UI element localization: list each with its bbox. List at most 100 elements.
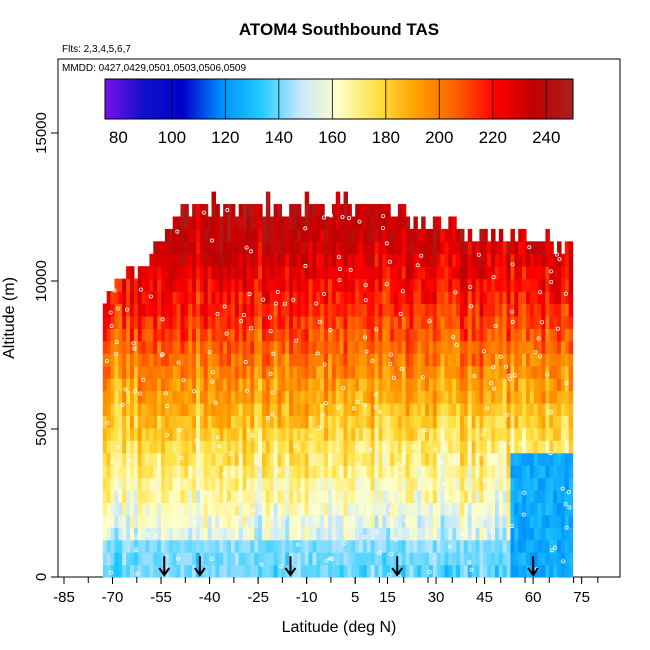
- heatmap-cell: [296, 552, 302, 566]
- heatmap-cell: [359, 228, 364, 242]
- heatmap-cell: [300, 402, 306, 416]
- heatmap-cell: [568, 477, 574, 491]
- heatmap-cell: [510, 552, 515, 566]
- heatmap-cell: [529, 328, 535, 342]
- heatmap-cell: [296, 241, 302, 255]
- observation-point: [163, 391, 168, 396]
- heatmap-cell: [164, 253, 170, 267]
- heatmap-cell: [296, 427, 302, 441]
- heatmap-cell: [304, 390, 310, 404]
- heatmap-cell: [394, 278, 399, 292]
- heatmap-cell: [545, 452, 550, 466]
- heatmap-cell: [254, 303, 259, 317]
- heatmap-cell: [479, 452, 484, 466]
- observation-point: [392, 375, 397, 380]
- heatmap-cell: [215, 291, 220, 305]
- heatmap-cell: [553, 266, 558, 280]
- heatmap-cell: [549, 477, 554, 491]
- heatmap-cell: [199, 440, 205, 454]
- heatmap-cell: [126, 291, 131, 305]
- heatmap-cell: [351, 303, 356, 317]
- heatmap-cell: [207, 502, 213, 516]
- heatmap-cell: [417, 502, 422, 516]
- heatmap-cell: [230, 340, 236, 354]
- heatmap-cell: [102, 415, 108, 429]
- heatmap-cell: [401, 216, 407, 230]
- heatmap-cell: [281, 440, 286, 454]
- heatmap-cell: [172, 402, 178, 416]
- heatmap-cell: [394, 291, 399, 305]
- heatmap-cell: [568, 390, 574, 404]
- heatmap-cell: [293, 204, 298, 218]
- heatmap-cell: [444, 415, 449, 429]
- heatmap-cell: [394, 315, 399, 329]
- heatmap-cell: [483, 378, 488, 392]
- heatmap-cell: [522, 564, 527, 578]
- heatmap-cell: [409, 266, 415, 280]
- heatmap-cell: [506, 552, 512, 566]
- heatmap-cell: [304, 502, 310, 516]
- heatmap-cell: [487, 390, 492, 404]
- heatmap-cell: [545, 353, 550, 367]
- heatmap-cell: [328, 489, 333, 504]
- heatmap-cell: [176, 502, 182, 516]
- observation-point: [222, 304, 227, 309]
- heatmap-cell: [234, 266, 240, 280]
- observation-point: [308, 433, 313, 438]
- heatmap-cell: [545, 328, 550, 342]
- heatmap-cell: [161, 452, 166, 466]
- heatmap-cell: [506, 527, 512, 541]
- heatmap-cell: [296, 328, 302, 342]
- heatmap-cell: [254, 278, 259, 292]
- heatmap-cell: [223, 340, 228, 354]
- heatmap-cell: [494, 402, 500, 416]
- heatmap-cell: [234, 552, 240, 566]
- heatmap-cell: [362, 390, 368, 404]
- heatmap-cell: [161, 303, 166, 317]
- heatmap-cell: [502, 241, 508, 255]
- heatmap-cell: [196, 552, 201, 566]
- heatmap-cell: [102, 552, 108, 566]
- heatmap-cell: [456, 402, 461, 416]
- heatmap-cell: [126, 353, 131, 367]
- observation-point: [399, 366, 404, 371]
- heatmap-cell: [145, 427, 151, 441]
- observation-point: [560, 486, 565, 491]
- heatmap-cell: [122, 452, 127, 466]
- heatmap-cell: [405, 465, 411, 479]
- heatmap-cell: [413, 291, 418, 305]
- heatmap-cell: [277, 552, 283, 566]
- heatmap-cell: [436, 514, 442, 528]
- heatmap-cell: [285, 489, 290, 504]
- observation-point: [215, 435, 220, 440]
- heatmap-cell: [374, 253, 380, 267]
- heatmap-cell: [421, 564, 426, 578]
- heatmap-cell: [487, 278, 492, 292]
- heatmap-cell: [262, 216, 267, 230]
- heatmap-cell: [557, 440, 562, 454]
- heatmap-cell: [397, 204, 403, 218]
- heatmap-cell: [537, 402, 543, 416]
- heatmap-cell: [467, 502, 473, 516]
- heatmap-cell: [394, 266, 399, 280]
- heatmap-cell: [199, 427, 205, 441]
- heatmap-cell: [110, 539, 116, 553]
- heatmap-cell: [172, 365, 178, 379]
- observation-point: [348, 267, 353, 272]
- heatmap-cell: [133, 340, 139, 354]
- heatmap-cell: [366, 241, 372, 255]
- heatmap-cell: [308, 527, 314, 541]
- heatmap-cell: [137, 415, 143, 429]
- heatmap-cell: [343, 539, 349, 553]
- heatmap-cell: [506, 427, 512, 441]
- heatmap-cell: [106, 564, 112, 578]
- observation-point: [115, 306, 120, 311]
- heatmap-cell: [409, 315, 415, 329]
- heatmap-cell: [557, 514, 562, 528]
- heatmap-cell: [285, 514, 290, 528]
- heatmap-cell: [467, 552, 473, 566]
- heatmap-cell: [176, 278, 182, 292]
- heatmap-cell: [265, 564, 271, 578]
- heatmap-cell: [564, 402, 570, 416]
- heatmap-cell: [312, 452, 317, 466]
